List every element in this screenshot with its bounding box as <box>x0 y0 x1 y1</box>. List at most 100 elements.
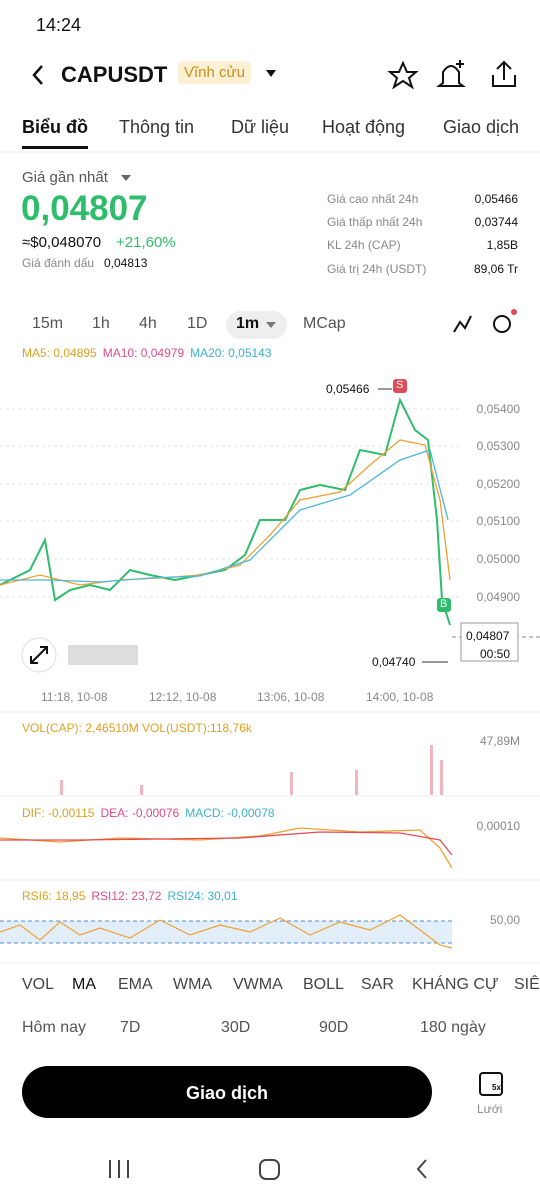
price-tick: 0,05000 <box>476 552 520 566</box>
indicator[interactable]: MA <box>72 976 96 993</box>
period: 90D <box>319 1019 349 1036</box>
interval[interactable]: MCap <box>303 315 346 332</box>
ma-line <box>0 439 451 586</box>
interval[interactable]: 4h <box>139 315 157 332</box>
countdown: 00:50 <box>480 647 511 661</box>
approx-price: ≈$0,048070 <box>22 234 102 251</box>
stat-value: 0,03744 <box>474 215 518 229</box>
stat-label: Giá thấp nhất 24h <box>327 215 423 229</box>
interval[interactable]: 1h <box>92 315 110 332</box>
period: Hôm nay <box>22 1019 87 1036</box>
period: 7D <box>120 1019 141 1036</box>
macd-trace <box>0 831 453 856</box>
current-price: 0,04807 <box>466 629 510 643</box>
indicator[interactable]: VOL <box>22 976 55 993</box>
indicator[interactable]: WMA <box>173 976 213 993</box>
period: 30D <box>221 1019 251 1036</box>
mark-label: Giá đánh dấu <box>22 256 95 270</box>
alert-icon[interactable] <box>436 60 466 87</box>
star-icon[interactable] <box>387 60 419 90</box>
tab[interactable]: Biểu đồ <box>22 117 88 137</box>
ma-item: MA5: 0,04895 <box>22 346 97 360</box>
time-tick: 11:18, 10-08 <box>41 690 108 704</box>
ma-legend: MA5: 0,04895 MA10: 0,04979 MA20: 0,05143 <box>22 346 278 360</box>
indicator[interactable]: SAR <box>361 976 394 993</box>
buy-marker: B <box>440 598 448 610</box>
rsi-axis: 50,00 <box>489 913 520 927</box>
share-icon[interactable] <box>492 60 516 87</box>
price-tick: 0,05100 <box>476 514 520 528</box>
high-label: 0,05466 <box>326 382 370 396</box>
stat-label: Giá cao nhất 24h <box>327 192 419 206</box>
stat-label: Giá trị 24h (USDT) <box>327 262 427 276</box>
tab[interactable]: Dữ liệu <box>231 117 290 137</box>
trade-button-bg[interactable] <box>22 1066 432 1118</box>
macd-item: DIF: -0,00115 <box>22 806 95 820</box>
low-label: 0,04740 <box>372 655 416 669</box>
tab[interactable]: Giao dịch <box>443 117 520 137</box>
macd-axis: 0,00010 <box>476 819 520 833</box>
settings-icon[interactable] <box>493 315 511 333</box>
watermark <box>68 645 138 665</box>
rsi-item: RSI12: 23,72 <box>91 889 162 903</box>
indicator[interactable]: VWMA <box>233 976 283 993</box>
time-tick: 14:00, 10-08 <box>366 690 434 704</box>
time-tick: 13:06, 10-08 <box>257 690 325 704</box>
price-tick: 0,05300 <box>476 439 520 453</box>
sell-marker: S <box>396 379 404 391</box>
indicator[interactable]: SIÊU <box>514 976 540 993</box>
symbol: CAPUSDT <box>61 62 168 87</box>
ma-line <box>0 449 449 583</box>
ma-item: MA10: 0,04979 <box>102 346 185 360</box>
macd-item: DEA: -0,00076 <box>100 806 180 820</box>
tab-indicator <box>22 146 88 149</box>
interval[interactable]: 15m <box>32 315 64 332</box>
tab[interactable]: Hoạt động <box>322 117 406 137</box>
indicator[interactable]: EMA <box>118 976 153 993</box>
rsi-trace <box>0 914 453 949</box>
rsi-legend: RSI6: 18,95 RSI12: 23,72 RSI24: 30,01 <box>22 889 244 903</box>
badge: Vĩnh cửu <box>178 61 251 84</box>
macd-trace <box>0 827 453 869</box>
interval[interactable]: 1m <box>236 315 260 332</box>
nav-home[interactable] <box>259 1159 280 1180</box>
nav-recent[interactable] <box>109 1160 129 1178</box>
price-label: Giá gần nhất <box>22 169 108 186</box>
period: 180 ngày <box>420 1019 486 1036</box>
nav-back[interactable] <box>416 1159 427 1179</box>
grid <box>0 408 460 598</box>
back-icon <box>32 65 43 85</box>
stat-value: 1,85B <box>486 238 518 252</box>
expand-icon <box>30 646 48 664</box>
rsi-band <box>0 921 452 943</box>
grid-label[interactable]: Lưới <box>477 1102 503 1116</box>
trade-button[interactable]: Giao dịch <box>185 1083 268 1103</box>
time-tick: 12:12, 10-08 <box>149 690 217 704</box>
vol-legend: VOL(CAP): 2,46510M VOL(USDT):118,76k <box>22 721 252 735</box>
last-price: 0,04807 <box>21 189 148 228</box>
ma-item: MA20: 0,05143 <box>190 346 272 360</box>
grid-badge: 5x <box>492 1083 501 1092</box>
price-trace <box>0 397 451 626</box>
tab[interactable]: Thông tin <box>119 117 195 137</box>
caret <box>266 322 276 328</box>
mark-value: 0,04813 <box>104 256 148 270</box>
vol-axis: 47,89M <box>479 734 520 748</box>
caret <box>121 175 131 181</box>
indicator[interactable]: KHÁNG CỰ <box>412 976 499 993</box>
interval[interactable]: 1D <box>187 315 208 332</box>
rsi-item: RSI24: 30,01 <box>167 889 238 903</box>
buy-marker-bg <box>437 598 451 612</box>
price-tick: 0,04900 <box>476 590 520 604</box>
interval-pill <box>226 311 287 339</box>
macd-item: MACD: -0,00078 <box>185 806 275 820</box>
stat-value: 89,06 Tr <box>473 262 518 276</box>
indicator[interactable]: BOLL <box>303 976 344 993</box>
dot <box>511 309 517 315</box>
macd-legend: DIF: -0,00115 DEA: -0,00076 MACD: -0,00078 <box>22 806 281 820</box>
price-tick: 0,05200 <box>476 477 520 491</box>
change: +21,60% <box>116 234 176 251</box>
grid-icon[interactable] <box>479 1072 503 1096</box>
indicator-icon[interactable] <box>453 315 472 333</box>
